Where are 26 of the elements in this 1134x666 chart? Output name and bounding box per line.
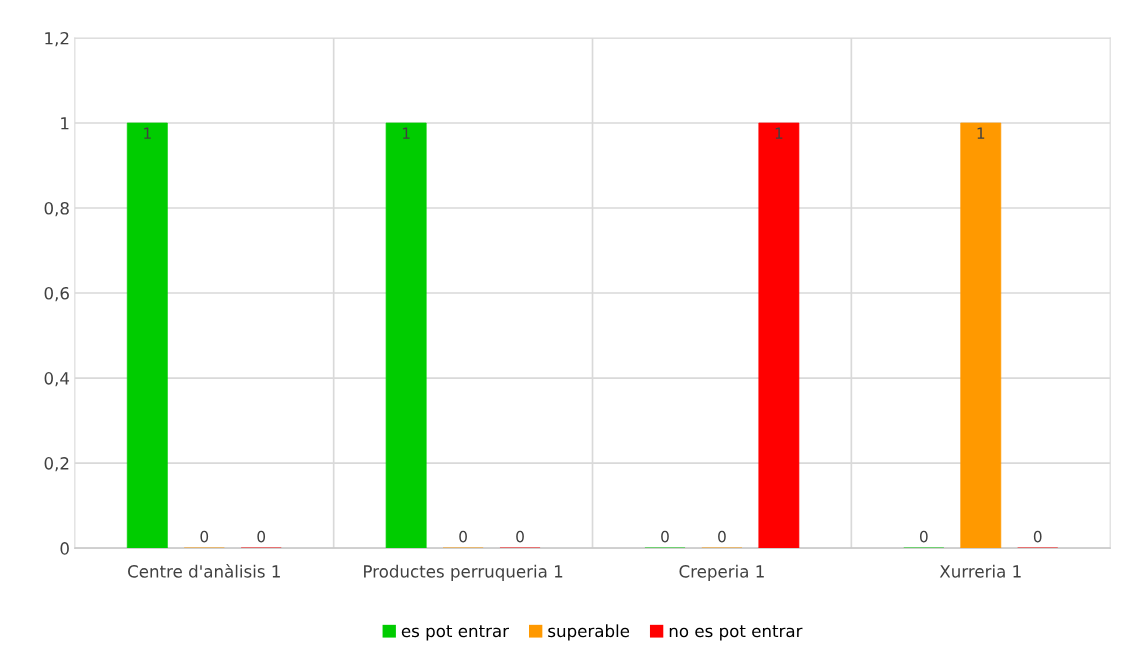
- legend-label: no es pot entrar: [669, 625, 803, 641]
- data-label: 1: [775, 127, 783, 139]
- data-label: 1: [977, 127, 985, 139]
- y-tick-label: 0,4: [44, 372, 70, 387]
- y-tick-label: 0: [60, 542, 69, 555]
- x-tick-label: Productes perruqueria 1: [364, 564, 563, 581]
- y-tick-label: 1: [61, 117, 69, 130]
- legend-label: es pot entrar: [401, 625, 510, 641]
- x-tick-label: Creperia 1: [679, 564, 764, 581]
- y-tick-label: 0,8: [44, 201, 69, 217]
- legend-label: superable: [548, 624, 630, 641]
- y-tick-label: 0,6: [44, 287, 69, 302]
- data-label: 1: [402, 127, 410, 139]
- data-label: 0: [661, 530, 669, 543]
- x-tick-label: Centre d'anàlisis 1: [128, 564, 280, 578]
- data-label: 0: [1033, 530, 1042, 543]
- x-tick-label: Xurreria 1: [939, 564, 1021, 578]
- data-label: 1: [144, 127, 151, 139]
- y-tick-label: 0,2: [44, 457, 69, 472]
- data-label: 0: [257, 530, 266, 543]
- data-label: 0: [459, 530, 467, 543]
- data-label: 0: [516, 530, 524, 543]
- data-label: 0: [200, 530, 209, 543]
- y-tick-label: 1,2: [45, 31, 69, 47]
- data-label: 0: [718, 530, 726, 543]
- data-label: 0: [919, 530, 928, 543]
